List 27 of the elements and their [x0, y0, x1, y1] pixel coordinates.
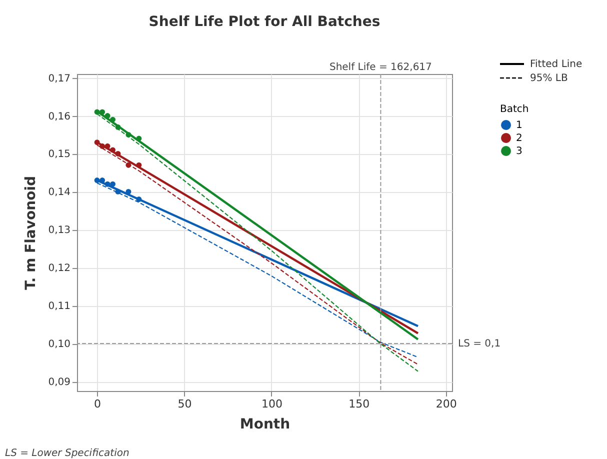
x-tick-label: 50 — [178, 398, 192, 410]
y-tick-label: 0,15 — [48, 149, 70, 160]
x-axis-title: Month — [240, 416, 290, 432]
chart-title: Shelf Life Plot for All Batches — [148, 14, 380, 30]
legend-label: 1 — [516, 120, 522, 131]
x-tick-label: 150 — [348, 398, 370, 410]
y-tick-label: 0,10 — [48, 339, 70, 350]
y-tick-label: 0,17 — [48, 73, 70, 84]
text: Fitted Line — [530, 59, 582, 70]
x-tick-label: 0 — [94, 398, 102, 410]
legend-label: 2 — [516, 133, 522, 144]
y-tick-label: 0,13 — [48, 225, 70, 236]
text: LS = Lower Specification — [5, 448, 130, 459]
y-tick-label: 0,16 — [48, 111, 70, 122]
y-tick-label: 0,12 — [48, 263, 70, 274]
y-tick-label: 0,11 — [48, 301, 70, 312]
text: 95% LB — [530, 73, 568, 84]
ref-line-label: Shelf Life = 162,617 — [329, 62, 432, 73]
y-tick-label: 0,09 — [48, 377, 70, 388]
x-tick-label: 100 — [261, 398, 282, 410]
ref-line-label: LS = 0,1 — [458, 338, 501, 350]
x-tick-label: 200 — [436, 398, 457, 410]
y-axis-title: T. m Flavonoid — [23, 176, 40, 290]
y-tick-label: 0,14 — [48, 187, 70, 198]
point — [110, 181, 116, 187]
legend-title: Batch — [500, 104, 529, 115]
legend-label: 3 — [516, 146, 522, 157]
